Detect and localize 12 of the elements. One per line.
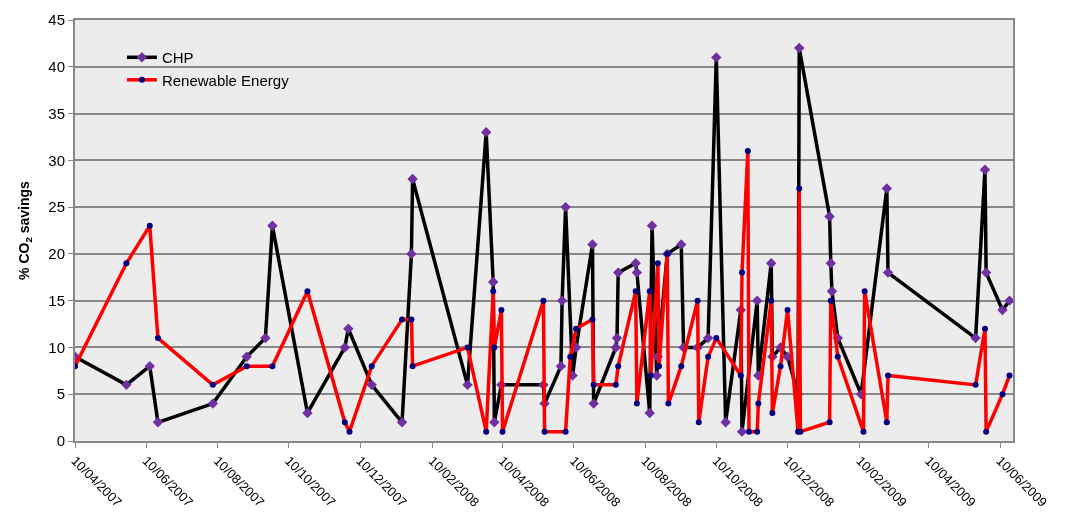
y-tick-label: 45 [48, 11, 65, 29]
y-tick-label: 15 [48, 291, 65, 309]
y-tick-label: 10 [48, 338, 65, 356]
y-tick-label: 35 [48, 104, 65, 122]
y-tick-label: 20 [48, 245, 65, 263]
y-tick-label: 40 [48, 58, 65, 76]
y-tick-label: 30 [48, 151, 65, 169]
y-tick-label: 5 [56, 385, 65, 403]
y-tick-label: 0 [56, 432, 65, 450]
legend-label: CHP [161, 49, 194, 67]
y-tick-label: 25 [48, 198, 65, 216]
legend-label: Renewable Energy [161, 71, 290, 89]
